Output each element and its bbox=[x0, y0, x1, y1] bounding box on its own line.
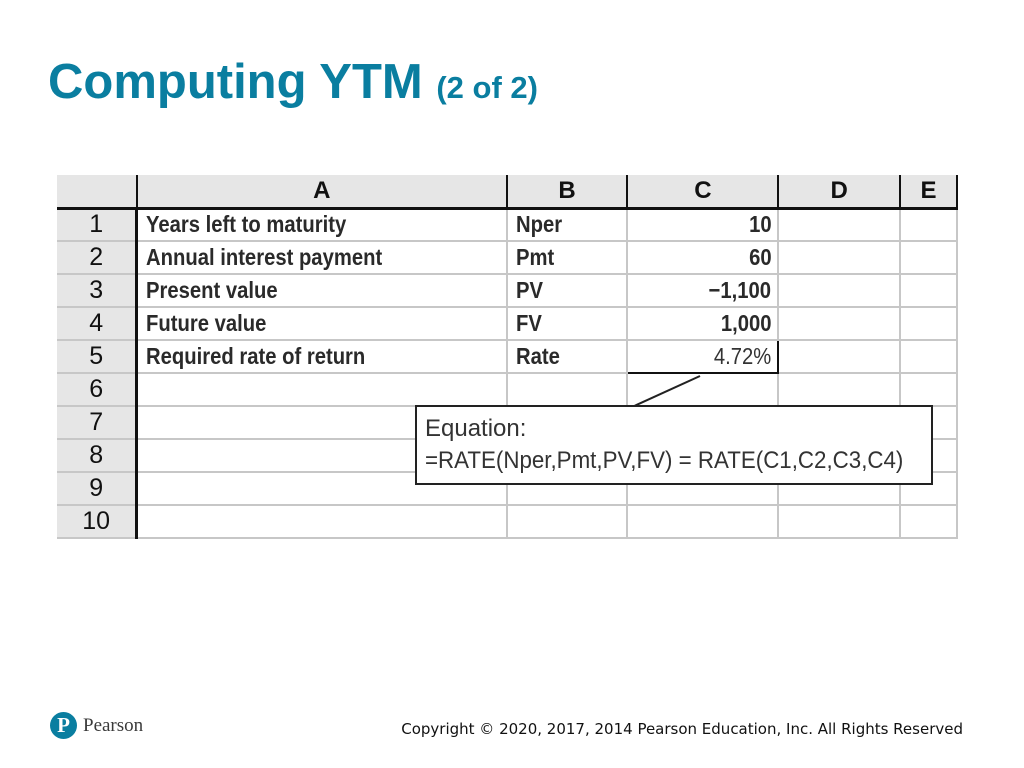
row-header[interactable]: 7 bbox=[57, 406, 139, 440]
cell-e3[interactable] bbox=[900, 274, 958, 308]
cell-b3-text: PV bbox=[515, 277, 543, 303]
cell-c2-text: 60 bbox=[748, 244, 772, 270]
cell-a3-text: Present value bbox=[146, 277, 279, 303]
cell-e10[interactable] bbox=[900, 505, 958, 539]
cell-b3[interactable]: PV bbox=[506, 274, 629, 308]
row-header[interactable]: 4 bbox=[57, 307, 139, 341]
table-row: 2 Annual interest payment Pmt 60 bbox=[57, 241, 958, 275]
equation-callout: Equation: =RATE(Nper,Pmt,PV,FV) = RATE(C… bbox=[415, 405, 933, 485]
cell-c3-text: −1,100 bbox=[708, 277, 772, 303]
corner-cell[interactable] bbox=[57, 175, 138, 210]
table-row: 5 Required rate of return Rate 4.72% bbox=[57, 339, 958, 374]
column-header-e[interactable]: E bbox=[900, 175, 958, 210]
cell-d3[interactable] bbox=[778, 274, 902, 308]
cell-c2[interactable]: 60 bbox=[627, 241, 780, 275]
row-header[interactable]: 3 bbox=[57, 274, 139, 308]
pearson-logo-icon: P bbox=[50, 712, 77, 739]
table-row: 4 Future value FV 1,000 bbox=[57, 307, 958, 341]
cell-a1[interactable]: Years left to maturity bbox=[136, 208, 508, 242]
cell-e1[interactable] bbox=[900, 208, 958, 242]
cell-e4[interactable] bbox=[900, 307, 958, 341]
column-header-b[interactable]: B bbox=[506, 175, 629, 210]
cell-c4[interactable]: 1,000 bbox=[627, 307, 780, 341]
table-row: 1 Years left to maturity Nper 10 bbox=[57, 208, 958, 242]
cell-e2[interactable] bbox=[900, 241, 958, 275]
table-row: 10 bbox=[57, 505, 958, 539]
callout-label: Equation: bbox=[425, 415, 527, 442]
cell-d2[interactable] bbox=[778, 241, 902, 275]
cell-a5-text: Required rate of return bbox=[146, 343, 366, 369]
row-header[interactable]: 5 bbox=[57, 340, 139, 374]
pearson-logo-text: Pearson bbox=[83, 714, 144, 736]
row-header[interactable]: 6 bbox=[57, 373, 139, 407]
cell-a3[interactable]: Present value bbox=[136, 274, 508, 308]
cell-c1[interactable]: 10 bbox=[627, 208, 780, 242]
cell-b4-text: FV bbox=[515, 310, 542, 336]
cell-c10[interactable] bbox=[627, 505, 780, 539]
title-subtitle: (2 of 2) bbox=[436, 70, 538, 105]
cell-a1-text: Years left to maturity bbox=[146, 211, 347, 238]
cell-a6[interactable] bbox=[136, 373, 508, 407]
row-header[interactable]: 1 bbox=[57, 208, 139, 242]
cell-b5[interactable]: Rate bbox=[506, 340, 629, 374]
table-row: 6 bbox=[57, 373, 958, 407]
cell-d1[interactable] bbox=[778, 208, 902, 242]
cell-d4[interactable] bbox=[778, 307, 902, 341]
cell-c4-text: 1,000 bbox=[720, 310, 772, 336]
row-header[interactable]: 8 bbox=[57, 439, 139, 473]
column-header-a[interactable]: A bbox=[136, 175, 508, 210]
cell-b2-text: Pmt bbox=[515, 244, 554, 270]
cell-c1-text: 10 bbox=[748, 211, 772, 238]
cell-b1[interactable]: Nper bbox=[506, 208, 629, 242]
cell-c5-selected[interactable]: 4.72% bbox=[626, 339, 780, 374]
cell-a2[interactable]: Annual interest payment bbox=[136, 241, 508, 275]
cell-a10[interactable] bbox=[136, 505, 508, 539]
callout-formula: =RATE(Nper,Pmt,PV,FV) = RATE(C1,C2,C3,C4… bbox=[425, 447, 904, 474]
column-header-row: A B C D E bbox=[57, 175, 958, 210]
cell-b5-text: Rate bbox=[515, 343, 560, 369]
cell-e5[interactable] bbox=[900, 340, 958, 374]
column-header-c[interactable]: C bbox=[627, 175, 780, 210]
row-header[interactable]: 10 bbox=[57, 505, 139, 539]
cell-d5[interactable] bbox=[778, 340, 902, 374]
cell-b2[interactable]: Pmt bbox=[506, 241, 629, 275]
copyright-text: Copyright © 2020, 2017, 2014 Pearson Edu… bbox=[401, 720, 963, 738]
column-header-d[interactable]: D bbox=[778, 175, 902, 210]
cell-a2-text: Annual interest payment bbox=[146, 244, 383, 270]
title-text: Computing YTM bbox=[48, 55, 423, 109]
cell-a4-text: Future value bbox=[146, 310, 267, 336]
cell-b4[interactable]: FV bbox=[506, 307, 629, 341]
cell-a5[interactable]: Required rate of return bbox=[136, 340, 508, 374]
table-row: 3 Present value PV −1,100 bbox=[57, 274, 958, 308]
cell-d10[interactable] bbox=[778, 505, 902, 539]
row-header[interactable]: 2 bbox=[57, 241, 139, 275]
cell-c3[interactable]: −1,100 bbox=[627, 274, 780, 308]
row-header[interactable]: 9 bbox=[57, 472, 139, 506]
slide-title: Computing YTM (2 of 2) bbox=[48, 52, 538, 118]
pearson-logo: P Pearson bbox=[50, 712, 143, 739]
cell-a4[interactable]: Future value bbox=[136, 307, 508, 341]
cell-b10[interactable] bbox=[506, 505, 629, 539]
cell-b1-text: Nper bbox=[515, 211, 562, 238]
cell-c5-text: 4.72% bbox=[713, 343, 772, 369]
